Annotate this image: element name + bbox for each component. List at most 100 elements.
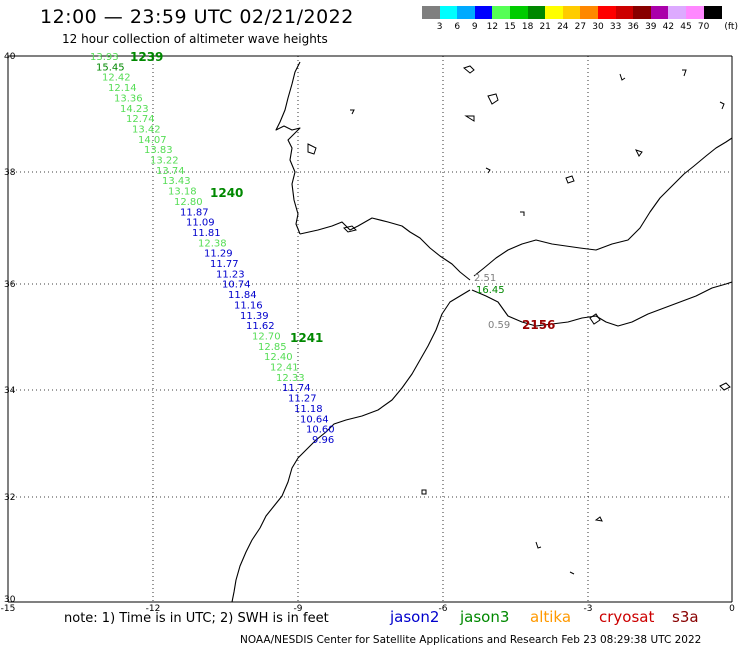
latitude-tick-label: 34 — [4, 386, 16, 396]
pass-label: 1241 — [290, 331, 323, 345]
color-swatch — [474, 6, 493, 19]
reservoir-shape — [719, 101, 725, 110]
wave-height-label: 10.74 — [222, 280, 251, 291]
wave-height-label: 10.60 — [306, 425, 335, 436]
color-swatch — [492, 6, 511, 19]
wave-height-label: 11.39 — [240, 311, 269, 322]
longitude-tick-label: 0 — [729, 604, 735, 614]
wave-height-label: 12.70 — [252, 331, 281, 342]
color-scale-label: 18 — [521, 22, 534, 32]
wave-height-label: 0.59 — [488, 320, 510, 331]
pass-label: 1240 — [210, 186, 243, 200]
pass-label: 2156 — [522, 318, 555, 332]
longitude-tick-label: -6 — [439, 604, 448, 614]
color-swatch — [439, 6, 458, 19]
map-title: 12:00 — 23:59 UTC 02/21/2022 — [40, 6, 354, 28]
wave-height-label: 11.77 — [210, 259, 239, 270]
reservoir-shape — [565, 175, 575, 184]
islands-and-lakes — [307, 65, 731, 575]
color-scale-label: 39 — [645, 22, 657, 32]
wave-height-label: 12.74 — [126, 114, 155, 125]
wave-height-label: 11.27 — [288, 394, 317, 405]
algarve-coast — [299, 217, 471, 281]
latitude-tick-label: 30 — [4, 595, 16, 605]
color-swatch — [527, 6, 546, 19]
latitude-tick-label: 38 — [4, 168, 16, 178]
wave-height-label: 12.42 — [102, 73, 131, 84]
color-scale-label: 15 — [504, 22, 516, 32]
wave-height-label: 11.84 — [228, 290, 257, 301]
island-shape — [535, 541, 542, 549]
longitude-tick-label: -15 — [1, 604, 16, 614]
color-scale-label: 6 — [454, 22, 461, 32]
color-scale-label: 12 — [486, 22, 499, 32]
wave-height-label: 12.40 — [264, 352, 293, 363]
latitude-tick-label: 36 — [4, 280, 16, 290]
color-scale-unit: (ft) — [724, 22, 738, 32]
color-swatch — [668, 6, 687, 19]
wave-height-label: 11.87 — [180, 207, 209, 218]
wave-height-label: 12.80 — [174, 197, 203, 208]
island-shape — [594, 516, 603, 522]
island-shape — [589, 313, 601, 325]
color-scale-label: 9 — [471, 22, 478, 32]
map-subtitle: 12 hour collection of altimeter wave hei… — [62, 32, 328, 46]
color-scale-label: 45 — [680, 22, 692, 32]
color-swatch — [703, 6, 722, 19]
wave-height-label: 14.07 — [138, 135, 167, 146]
longitude-labels: -15 -12 -9 -6 -3 0 — [1, 604, 735, 614]
coastline — [231, 61, 733, 603]
latitude-tick-label: 32 — [4, 493, 15, 503]
color-swatch — [422, 6, 441, 19]
wave-height-label: 13.22 — [150, 156, 179, 167]
wave-height-label: 2.51 — [474, 273, 496, 284]
longitude-tick-label: -12 — [146, 604, 161, 614]
map-frame — [7, 55, 733, 603]
wave-height-label: 11.16 — [234, 300, 263, 311]
spain-mediterranean-coast — [473, 137, 733, 277]
color-scale-label: 3 — [436, 22, 443, 32]
reservoir-shape — [619, 73, 626, 81]
wave-height-label: 12.14 — [108, 83, 137, 94]
wave-height-label: 11.81 — [192, 228, 221, 239]
satellite-legend-entry: cryosat — [599, 608, 655, 626]
wave-height-label: 16.45 — [476, 285, 505, 296]
wave-height-label: 11.18 — [294, 404, 323, 415]
latitude-tick-label: 40 — [4, 52, 16, 62]
reservoir-shape — [682, 69, 687, 77]
color-scale-label: 30 — [592, 22, 604, 32]
color-swatch — [562, 6, 581, 19]
wave-height-label: 12.38 — [198, 238, 227, 249]
island-shape — [719, 382, 731, 391]
graticule — [8, 56, 732, 602]
footer-note: note: 1) Time is in UTC; 2) SWH is in fe… — [64, 611, 329, 626]
wave-height-label: 13.42 — [132, 124, 161, 135]
color-scale-label: 36 — [627, 22, 639, 32]
satellite-legend-entry: jason3 — [460, 608, 510, 626]
wave-height-label: 13.74 — [156, 166, 185, 177]
wave-height-label: 10.64 — [300, 414, 329, 425]
color-swatch — [580, 6, 599, 19]
wave-height-observations: 13.9315.4512.4212.1413.3614.2312.7413.42… — [90, 52, 510, 446]
wave-height-label: 11.29 — [204, 249, 233, 260]
morocco-mediterranean-coast — [471, 281, 733, 327]
reservoir-shape — [307, 143, 317, 155]
satellite-legend-entry: altika — [530, 608, 572, 626]
color-scale-label: 70 — [697, 22, 710, 32]
wave-height-label: 11.23 — [216, 269, 245, 280]
wave-height-label: 13.93 — [90, 52, 119, 63]
wave-height-label: 12.41 — [270, 363, 299, 374]
iberia-west-coast — [275, 61, 301, 235]
wave-height-label: 11.62 — [246, 321, 275, 332]
wave-height-label: 12.85 — [258, 342, 287, 353]
reservoir-shape — [343, 225, 357, 233]
color-scale-label: 24 — [557, 22, 569, 32]
reservoir-shape — [462, 65, 475, 74]
wave-height-label: 13.18 — [168, 187, 197, 198]
color-swatch — [686, 6, 705, 19]
reservoir-shape — [635, 149, 643, 157]
color-scale-label: 33 — [609, 22, 622, 32]
pass-label: 1239 — [130, 50, 163, 64]
color-swatch — [457, 6, 476, 19]
satellite-legend-entry: s3a — [672, 608, 699, 626]
